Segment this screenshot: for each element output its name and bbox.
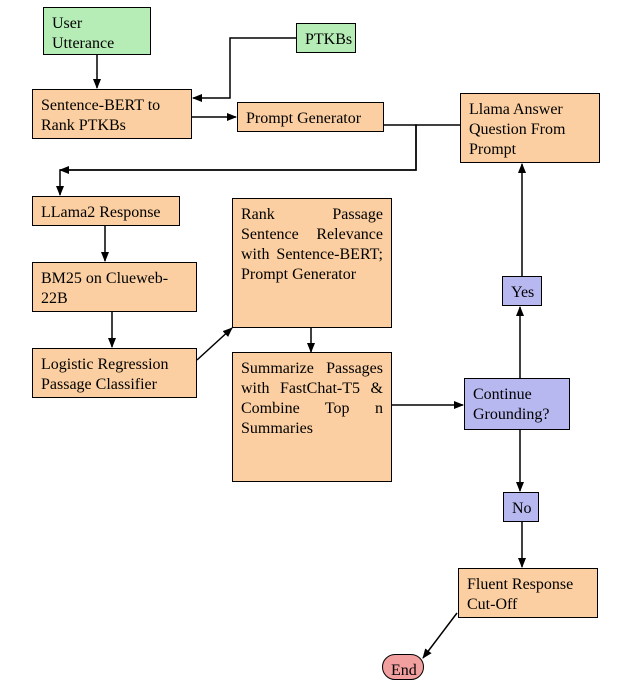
node-llama-answer: Llama Answer Question From Prompt — [460, 93, 600, 163]
node-prompt-generator: Prompt Generator — [237, 102, 384, 132]
node-no: No — [503, 492, 539, 522]
node-ptkbs: PTKBs — [296, 23, 356, 53]
edge — [193, 38, 296, 98]
node-end: End — [382, 654, 424, 680]
node-llama2-response: LLama2 Response — [32, 196, 180, 226]
node-logreg: Logistic Regression Passage Classifier — [32, 348, 197, 398]
node-fluent-response: Fluent Response Cut-Off — [458, 568, 598, 618]
node-sbert-rank: Sentence-BERT to Rank PTKBs — [32, 89, 192, 139]
edge — [197, 328, 232, 360]
edge — [423, 613, 457, 658]
node-rank-passage: Rank Passage Sentence Relevance with Sen… — [232, 198, 392, 328]
node-summarize: Summarize Passages with FastChat-T5 & Co… — [232, 352, 392, 482]
node-bm25: BM25 on Clueweb-22B — [32, 262, 197, 312]
node-continue-grounding: Continue Grounding? — [464, 378, 570, 430]
node-yes: Yes — [502, 276, 542, 306]
node-user-utterance: User Utterance — [43, 7, 151, 55]
